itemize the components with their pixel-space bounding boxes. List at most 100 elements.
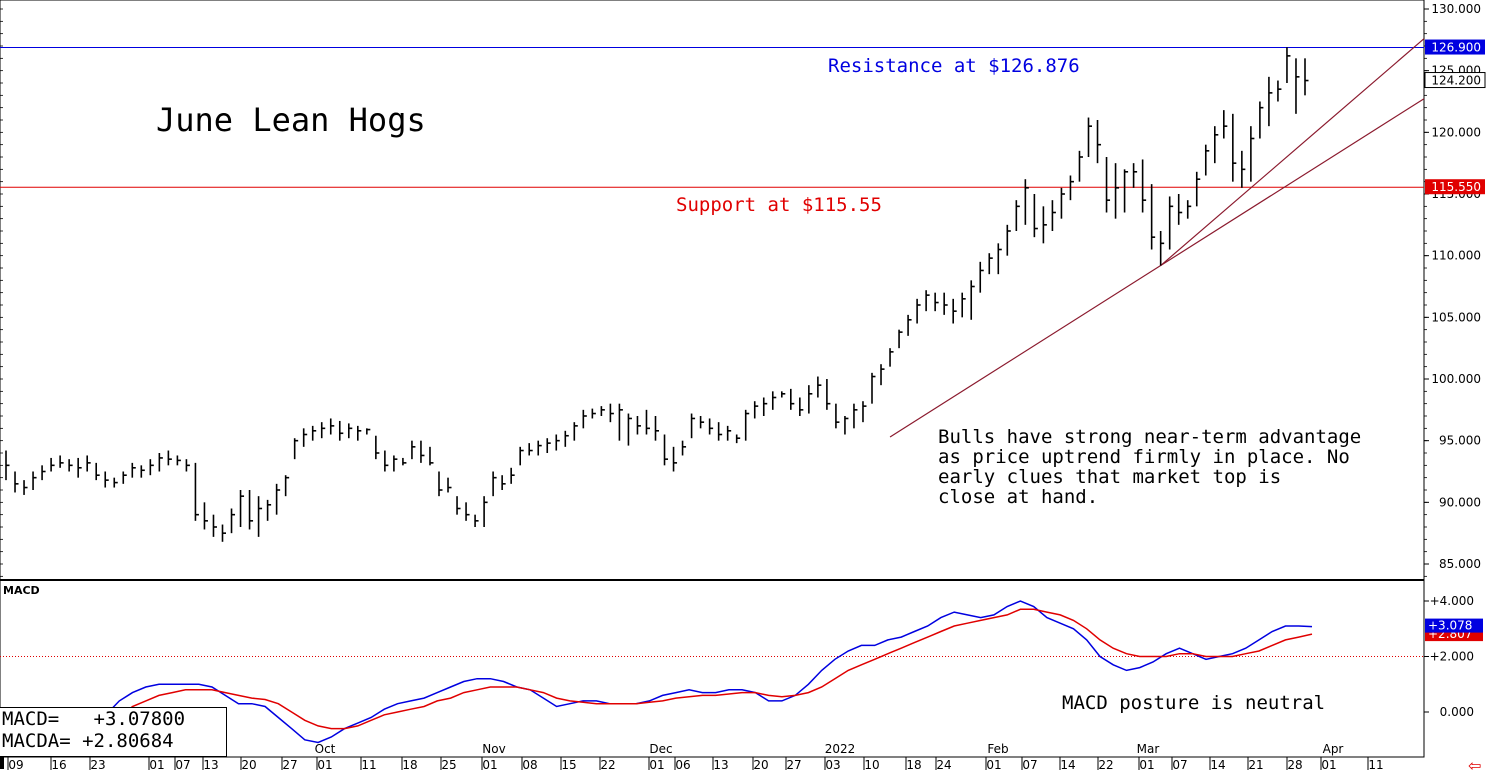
x-tick-label: 09 [8, 758, 23, 772]
macd-tick-label: +2.000 [1430, 650, 1474, 664]
price-bar [979, 261, 984, 293]
x-axis: 09 16 23 01 07 13 20 27 01 11 18 25 01 08 15 22 01 06 13 20… [7, 742, 1384, 772]
price-tick-label: 95.000 [1439, 434, 1481, 448]
price-bar [95, 462, 100, 481]
last-price-tag-bg [1424, 72, 1486, 89]
price-bar [230, 508, 236, 534]
price-bar [880, 364, 885, 386]
price-bar [1141, 159, 1147, 213]
month-label: Dec [649, 742, 672, 756]
price-bar [1024, 179, 1029, 225]
scroll-left-icon[interactable]: ⇦ [1468, 756, 1482, 775]
price-bar [780, 391, 786, 398]
price-axis: 85.000 90.000 95.000 100.000 105.000 110.000 1… [0, 2, 1486, 577]
price-bar [681, 440, 687, 456]
price-bar [32, 471, 37, 490]
price-bar [654, 416, 659, 441]
chart-title: June Lean Hogs [156, 101, 426, 139]
x-tick-label: 01 [1139, 758, 1154, 772]
x-tick-label: 20 [753, 758, 768, 772]
price-bar [799, 397, 804, 416]
price-bar [248, 490, 254, 530]
price-bar [943, 292, 948, 315]
price-bar [844, 416, 849, 435]
price-bar [1304, 58, 1309, 96]
price-bar [916, 298, 921, 324]
x-tick-label: 07 [1172, 758, 1187, 772]
price-bar [5, 450, 10, 481]
x-tick-label: 21 [1248, 758, 1263, 772]
month-label: Apr [1323, 742, 1344, 756]
price-bar [934, 292, 939, 312]
x-tick-label: 10 [864, 758, 879, 772]
last-price-tag: 124.200 [1424, 72, 1486, 89]
price-bar [952, 298, 957, 324]
long-trendline [889, 98, 1425, 438]
price-bar [555, 434, 560, 451]
x-tick-label: 01 [986, 758, 1001, 772]
support-annotation: Support at $115.55 [676, 194, 882, 216]
price-bar [1223, 110, 1228, 139]
commentary-annotation: Bulls have strong near-term advantage as … [938, 426, 1361, 508]
price-bar [23, 480, 28, 495]
price-bar [320, 422, 326, 439]
price-bar [1060, 187, 1065, 219]
price-bar [699, 416, 705, 429]
price-bar [375, 435, 380, 460]
price-bar [1259, 101, 1264, 139]
price-bar [1204, 144, 1210, 176]
price-bar [1015, 200, 1020, 231]
price-bar [77, 457, 82, 478]
price-bar [1250, 126, 1255, 182]
month-label: Nov [482, 742, 505, 756]
price-bar [564, 430, 569, 447]
macd-tag-text: +3.078 [1428, 619, 1472, 633]
price-bar [1105, 157, 1111, 213]
price-bar [474, 514, 479, 527]
price-bar [266, 499, 272, 521]
x-tick-label: 01 [149, 758, 164, 772]
macd-readout: MACD= +3.07800 [2, 708, 186, 730]
x-tick-label: 01 [649, 758, 664, 772]
macd-tag-bg [1425, 618, 1483, 633]
price-bar [402, 457, 407, 466]
x-tick-label: 01 [1321, 758, 1336, 772]
resistance-tag-bg [1425, 39, 1485, 55]
price-bar [519, 446, 524, 466]
price-bar [1195, 171, 1201, 207]
price-bar [140, 465, 145, 478]
price-bar [239, 490, 245, 527]
commentary-line: early clues that market top is [938, 466, 1281, 488]
support-tag-text: 115.550 [1431, 180, 1481, 194]
price-bar [925, 290, 930, 312]
macd-readout-box: MACD= +3.07800 MACDA= +2.80684 [0, 707, 227, 757]
price-bar [726, 425, 732, 441]
price-bar [483, 496, 488, 527]
x-tick-label: 18 [402, 758, 417, 772]
last-price-tag-text: 124.200 [1431, 74, 1481, 88]
price-bar [1051, 200, 1056, 231]
price-bar [1159, 231, 1165, 266]
commentary-line: close at hand. [938, 486, 1098, 508]
price-bar [961, 292, 966, 318]
price-bar [492, 471, 497, 497]
price-bar [329, 418, 335, 435]
price-bar [465, 502, 470, 521]
price-bar [708, 418, 714, 435]
price-bar [1186, 200, 1192, 219]
price-bar [753, 401, 759, 419]
price-bar [528, 443, 533, 456]
commentary-line: Bulls have strong near-term advantage [938, 426, 1361, 448]
month-label: Mar [1137, 742, 1160, 756]
price-bar [735, 434, 741, 444]
price-bar [131, 462, 136, 478]
price-bar [122, 471, 127, 484]
price-bar [1241, 150, 1246, 188]
x-tick-label: 11 [1368, 758, 1383, 772]
price-bar [600, 406, 605, 416]
price-bar [717, 422, 723, 441]
macd-pane-title: MACD [3, 584, 40, 597]
price-bar [636, 416, 641, 435]
x-tick-label: 01 [317, 758, 332, 772]
